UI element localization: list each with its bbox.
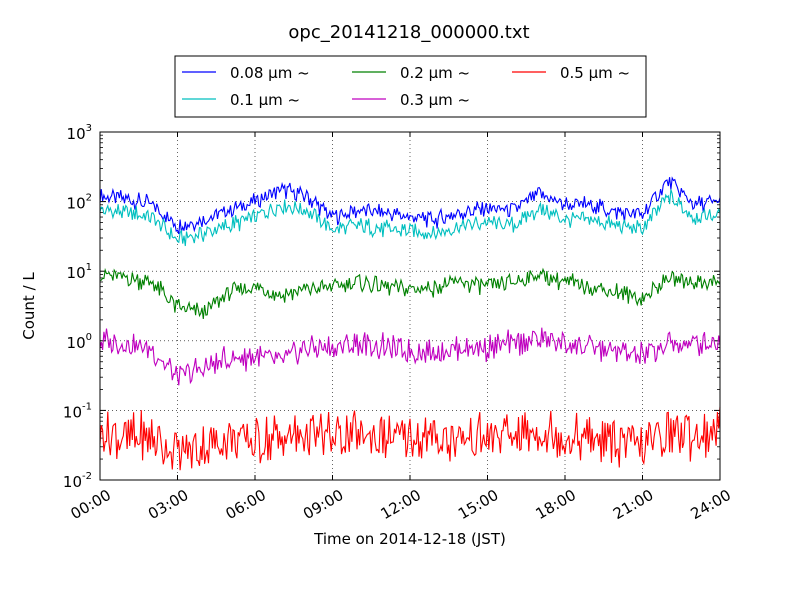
x-tick-label: 15:00 [455,486,501,523]
chart-title: opc_20141218_000000.txt [288,22,529,43]
x-tick-label: 24:00 [688,486,734,523]
x-tick-label: 03:00 [145,486,191,523]
series-line [99,406,721,471]
series-line [99,327,721,386]
y-tick-label: 103 [67,123,92,143]
legend-label: 0.5 µm ~ [560,64,630,82]
plot-frame [99,131,721,481]
gridlines [99,131,721,481]
x-tick-label: 12:00 [378,486,424,523]
y-tick-label: 10-2 [63,471,92,491]
x-tick-label: 18:00 [533,486,579,523]
legend-label: 0.3 µm ~ [400,91,470,109]
y-tick-labels: 10-2 10-1 100 101 102 103 [63,123,92,491]
x-tick-label: 21:00 [610,486,656,523]
y-tick-label: 10-1 [63,401,92,421]
legend-label: 0.1 µm ~ [230,91,300,109]
x-axis-label: Time on 2014-12-18 (JST) [313,530,506,548]
y-tick-label: 102 [67,193,92,213]
series-line [99,176,721,235]
y-tick-label: 101 [67,262,92,282]
legend-box [174,55,647,118]
x-tick-label: 06:00 [223,486,269,523]
legend-label: 0.08 µm ~ [230,64,310,82]
legend-label: 0.2 µm ~ [400,64,470,82]
legend: 0.08 µm ~ 0.1 µm ~ 0.2 µm ~ 0.3 µm ~ 0.5 µm … [174,55,647,118]
x-tick-label: 00:00 [68,486,114,523]
x-tick-labels: 00:00 03:00 06:00 09:00 12:00 15:00 18:00 21:00… [68,486,734,523]
plot-series [99,176,721,471]
series-line [99,189,721,247]
y-axis-label: Count / L [20,272,38,340]
series-line [99,267,721,319]
y-tick-label: 100 [67,332,92,352]
x-tick-label: 09:00 [300,486,346,523]
